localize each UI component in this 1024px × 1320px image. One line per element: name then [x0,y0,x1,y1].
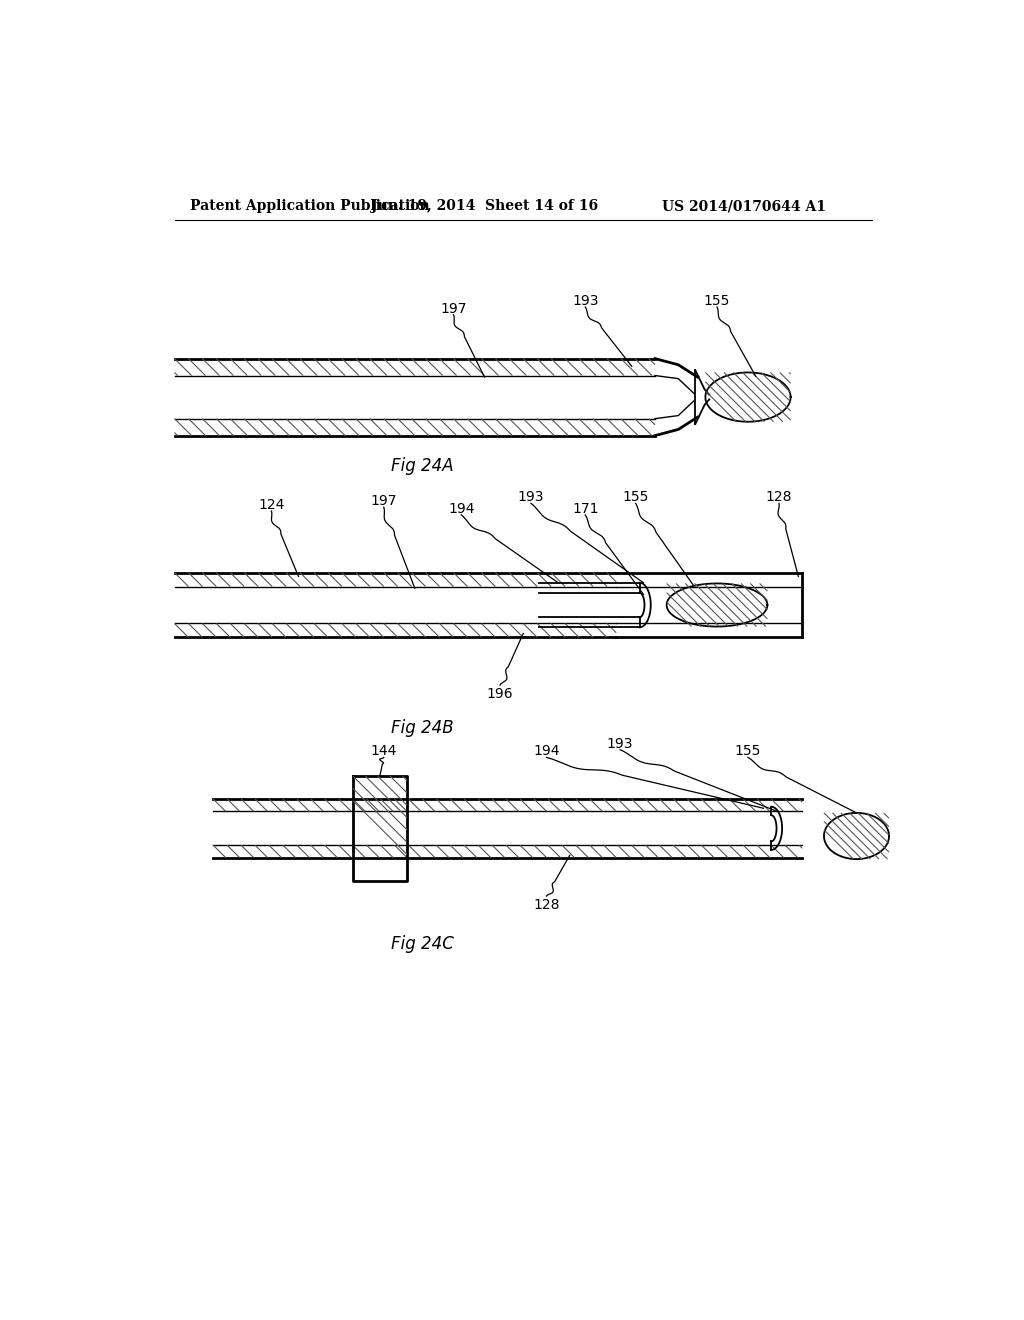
Text: Fig 24C: Fig 24C [391,935,454,953]
Text: 128: 128 [534,899,560,912]
Text: Patent Application Publication: Patent Application Publication [190,199,430,213]
Text: 155: 155 [623,490,649,504]
Text: 155: 155 [703,294,730,308]
Text: 196: 196 [486,686,513,701]
Text: 171: 171 [572,502,598,516]
Text: Jun. 19, 2014  Sheet 14 of 16: Jun. 19, 2014 Sheet 14 of 16 [371,199,598,213]
Text: 144: 144 [371,744,397,758]
Text: Fig 24A: Fig 24A [391,458,454,475]
Text: 155: 155 [735,744,761,758]
Text: 128: 128 [766,490,793,504]
Text: 197: 197 [440,301,467,315]
Text: 193: 193 [572,294,598,308]
Text: Fig 24B: Fig 24B [391,719,454,737]
Text: 124: 124 [258,498,285,512]
Text: 193: 193 [607,737,634,751]
Text: 197: 197 [371,494,397,508]
Text: 194: 194 [534,744,560,758]
Text: 194: 194 [449,502,474,516]
Text: 193: 193 [518,490,544,504]
Text: US 2014/0170644 A1: US 2014/0170644 A1 [662,199,825,213]
